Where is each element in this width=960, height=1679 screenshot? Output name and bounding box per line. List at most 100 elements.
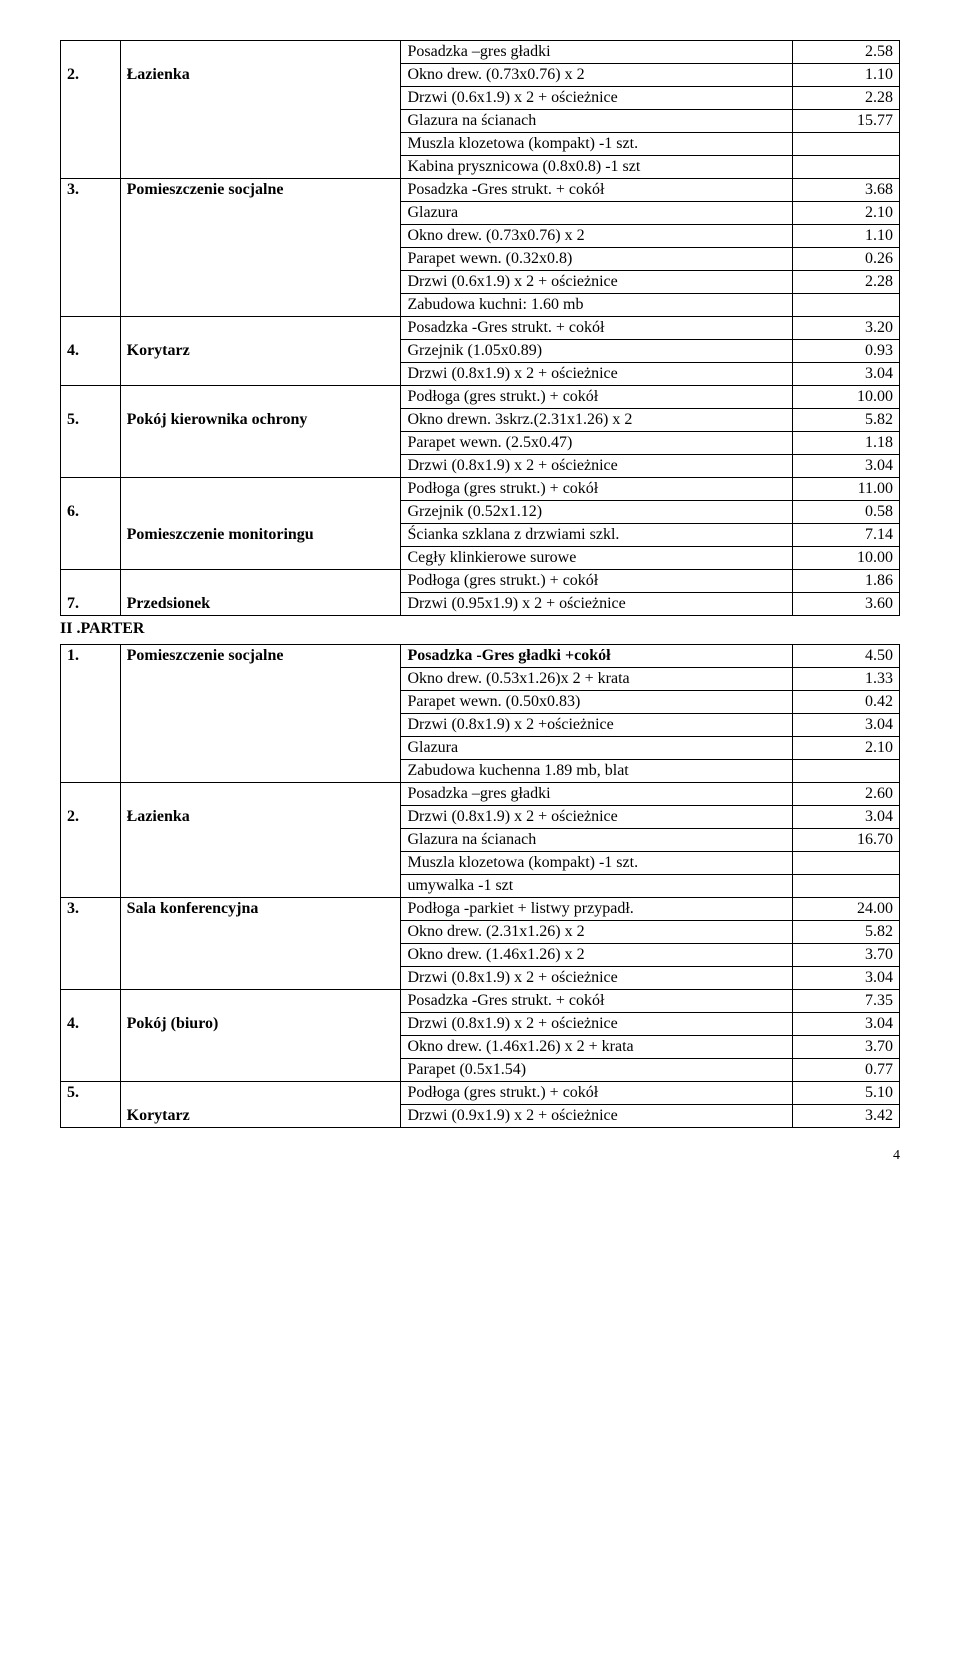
cell-name bbox=[120, 783, 401, 806]
cell-num bbox=[61, 852, 121, 875]
cell-val bbox=[792, 760, 899, 783]
table-row: Drzwi (0.8x1.9) x 2 + ościeżnice3.04 bbox=[61, 363, 900, 386]
cell-name bbox=[120, 714, 401, 737]
cell-desc: Posadzka -Gres strukt. + cokół bbox=[401, 990, 792, 1013]
table-row: 3.Sala konferencyjnaPodłoga -parkiet + l… bbox=[61, 898, 900, 921]
table-row: Posadzka -Gres strukt. + cokół7.35 bbox=[61, 990, 900, 1013]
cell-val: 3.70 bbox=[792, 1036, 899, 1059]
cell-desc: Okno drew. (1.46x1.26) x 2 bbox=[401, 944, 792, 967]
table-section-a: Posadzka –gres gładki2.582.ŁazienkaOkno … bbox=[60, 40, 900, 616]
cell-val: 3.68 bbox=[792, 179, 899, 202]
cell-val bbox=[792, 294, 899, 317]
table-row: Pomieszczenie monitoringuŚcianka szklana… bbox=[61, 524, 900, 547]
cell-name bbox=[120, 271, 401, 294]
table-row: Posadzka –gres gładki2.58 bbox=[61, 41, 900, 64]
table-row: 3.Pomieszczenie socjalnePosadzka -Gres s… bbox=[61, 179, 900, 202]
cell-val: 10.00 bbox=[792, 547, 899, 570]
cell-num bbox=[61, 363, 121, 386]
cell-desc: Muszla klozetowa (kompakt) -1 szt. bbox=[401, 133, 792, 156]
table-row: Okno drew. (0.73x0.76) x 21.10 bbox=[61, 225, 900, 248]
cell-desc: Drzwi (0.8x1.9) x 2 + ościeżnice bbox=[401, 363, 792, 386]
cell-num bbox=[61, 944, 121, 967]
cell-name bbox=[120, 829, 401, 852]
table-row: 6.Grzejnik (0.52x1.12)0.58 bbox=[61, 501, 900, 524]
cell-desc: Glazura bbox=[401, 202, 792, 225]
table-row: Okno drew. (2.31x1.26) x 25.82 bbox=[61, 921, 900, 944]
cell-num bbox=[61, 294, 121, 317]
cell-num bbox=[61, 783, 121, 806]
cell-val: 3.04 bbox=[792, 1013, 899, 1036]
cell-name bbox=[120, 990, 401, 1013]
table-row: Drzwi (0.8x1.9) x 2 +ościeżnice3.04 bbox=[61, 714, 900, 737]
cell-desc: Posadzka –gres gładki bbox=[401, 783, 792, 806]
cell-num: 2. bbox=[61, 64, 121, 87]
table-row: Podłoga (gres strukt.) + cokół1.86 bbox=[61, 570, 900, 593]
cell-desc: Podłoga -parkiet + listwy przypadł. bbox=[401, 898, 792, 921]
cell-desc: Posadzka -Gres gładki +cokół bbox=[401, 645, 792, 668]
cell-name bbox=[120, 1036, 401, 1059]
cell-val: 4.50 bbox=[792, 645, 899, 668]
table-row: Kabina prysznicowa (0.8x0.8) -1 szt bbox=[61, 156, 900, 179]
cell-val: 15.77 bbox=[792, 110, 899, 133]
cell-val: 2.10 bbox=[792, 737, 899, 760]
table-row: Parapet wewn. (0.50x0.83)0.42 bbox=[61, 691, 900, 714]
table-row: Glazura2.10 bbox=[61, 737, 900, 760]
table-row: 4.KorytarzGrzejnik (1.05x0.89)0.93 bbox=[61, 340, 900, 363]
cell-val: 10.00 bbox=[792, 386, 899, 409]
cell-val: 1.86 bbox=[792, 570, 899, 593]
cell-num bbox=[61, 691, 121, 714]
cell-desc: Drzwi (0.95x1.9) x 2 + ościeżnice bbox=[401, 593, 792, 616]
cell-num: 4. bbox=[61, 340, 121, 363]
cell-num bbox=[61, 41, 121, 64]
cell-desc: Posadzka -Gres strukt. + cokół bbox=[401, 317, 792, 340]
cell-desc: Kabina prysznicowa (0.8x0.8) -1 szt bbox=[401, 156, 792, 179]
cell-desc: Okno drew. (1.46x1.26) x 2 + krata bbox=[401, 1036, 792, 1059]
table-row: 5.Pokój kierownika ochronyOkno drewn. 3s… bbox=[61, 409, 900, 432]
cell-name bbox=[120, 967, 401, 990]
table-row: Parapet wewn. (2.5x0.47)1.18 bbox=[61, 432, 900, 455]
cell-desc: Zabudowa kuchenna 1.89 mb, blat bbox=[401, 760, 792, 783]
cell-num bbox=[61, 921, 121, 944]
cell-desc: Podłoga (gres strukt.) + cokół bbox=[401, 1082, 792, 1105]
cell-val: 2.60 bbox=[792, 783, 899, 806]
cell-name: Pokój (biuro) bbox=[120, 1013, 401, 1036]
cell-val: 3.04 bbox=[792, 363, 899, 386]
cell-desc: Podłoga (gres strukt.) + cokół bbox=[401, 478, 792, 501]
cell-desc: Parapet wewn. (0.50x0.83) bbox=[401, 691, 792, 714]
cell-num: 5. bbox=[61, 1082, 121, 1105]
cell-name: Pomieszczenie monitoringu bbox=[120, 524, 401, 547]
cell-desc: Okno drew. (0.53x1.26)x 2 + krata bbox=[401, 668, 792, 691]
cell-desc: Glazura na ścianach bbox=[401, 829, 792, 852]
cell-num: 2. bbox=[61, 806, 121, 829]
cell-name: Przedsionek bbox=[120, 593, 401, 616]
table-row: 2.ŁazienkaDrzwi (0.8x1.9) x 2 + ościeżni… bbox=[61, 806, 900, 829]
cell-val: 0.93 bbox=[792, 340, 899, 363]
cell-val: 1.10 bbox=[792, 225, 899, 248]
cell-desc: Drzwi (0.8x1.9) x 2 + ościeżnice bbox=[401, 967, 792, 990]
cell-val: 3.04 bbox=[792, 714, 899, 737]
cell-val: 2.58 bbox=[792, 41, 899, 64]
table-row: Podłoga (gres strukt.) + cokół10.00 bbox=[61, 386, 900, 409]
table-row: 2.ŁazienkaOkno drew. (0.73x0.76) x 21.10 bbox=[61, 64, 900, 87]
cell-name bbox=[120, 570, 401, 593]
cell-val: 24.00 bbox=[792, 898, 899, 921]
cell-val: 3.04 bbox=[792, 967, 899, 990]
cell-desc: Zabudowa kuchni: 1.60 mb bbox=[401, 294, 792, 317]
cell-num: 3. bbox=[61, 898, 121, 921]
cell-num bbox=[61, 110, 121, 133]
table-row: Glazura2.10 bbox=[61, 202, 900, 225]
cell-name bbox=[120, 760, 401, 783]
cell-num bbox=[61, 1059, 121, 1082]
cell-name bbox=[120, 87, 401, 110]
table-row: KorytarzDrzwi (0.9x1.9) x 2 + ościeżnice… bbox=[61, 1105, 900, 1128]
cell-num bbox=[61, 875, 121, 898]
cell-val: 3.04 bbox=[792, 806, 899, 829]
cell-name bbox=[120, 478, 401, 501]
cell-name bbox=[120, 432, 401, 455]
cell-num bbox=[61, 547, 121, 570]
cell-num bbox=[61, 225, 121, 248]
cell-num bbox=[61, 478, 121, 501]
table-row: Okno drew. (0.53x1.26)x 2 + krata1.33 bbox=[61, 668, 900, 691]
cell-val bbox=[792, 852, 899, 875]
cell-name bbox=[120, 225, 401, 248]
